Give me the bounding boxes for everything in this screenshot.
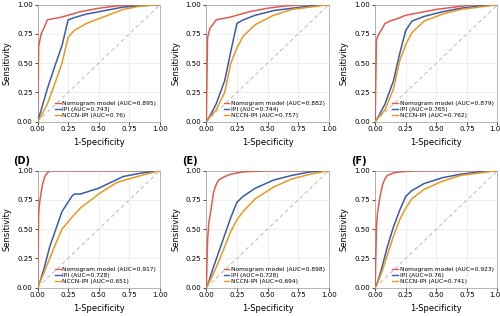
X-axis label: 1-Specificity: 1-Specificity (73, 304, 124, 313)
Y-axis label: Sensitivity: Sensitivity (2, 41, 12, 85)
X-axis label: 1-Specificity: 1-Specificity (242, 304, 294, 313)
Y-axis label: Sensitivity: Sensitivity (340, 41, 349, 85)
X-axis label: 1-Specificity: 1-Specificity (73, 138, 124, 147)
Legend: Nomogram model (AUC=0.917), IPI (AUC=0.728), NCCN-IPI (AUC=0.651): Nomogram model (AUC=0.917), IPI (AUC=0.7… (54, 266, 157, 285)
Y-axis label: Sensitivity: Sensitivity (171, 41, 180, 85)
Y-axis label: Sensitivity: Sensitivity (340, 207, 349, 251)
X-axis label: 1-Specificity: 1-Specificity (410, 138, 462, 147)
Legend: Nomogram model (AUC=0.895), IPI (AUC=0.743), NCCN-IPI (AUC=0.76): Nomogram model (AUC=0.895), IPI (AUC=0.7… (54, 100, 157, 119)
Text: (F): (F) (350, 156, 366, 166)
Y-axis label: Sensitivity: Sensitivity (2, 207, 12, 251)
Text: (E): (E) (182, 156, 198, 166)
Legend: Nomogram model (AUC=0.879), IPI (AUC=0.765), NCCN-IPI (AUC=0.762): Nomogram model (AUC=0.879), IPI (AUC=0.7… (392, 100, 494, 119)
Text: (D): (D) (13, 156, 30, 166)
X-axis label: 1-Specificity: 1-Specificity (242, 138, 294, 147)
Y-axis label: Sensitivity: Sensitivity (171, 207, 180, 251)
Legend: Nomogram model (AUC=0.898), IPI (AUC=0.728), NCCN-IPI (AUC=0.694): Nomogram model (AUC=0.898), IPI (AUC=0.7… (223, 266, 326, 285)
Legend: Nomogram model (AUC=0.923), IPI (AUC=0.76), NCCN-IPI (AUC=0.741): Nomogram model (AUC=0.923), IPI (AUC=0.7… (392, 266, 494, 285)
Legend: Nomogram model (AUC=0.882), IPI (AUC=0.744), NCCN-IPI (AUC=0.757): Nomogram model (AUC=0.882), IPI (AUC=0.7… (223, 100, 326, 119)
X-axis label: 1-Specificity: 1-Specificity (410, 304, 462, 313)
